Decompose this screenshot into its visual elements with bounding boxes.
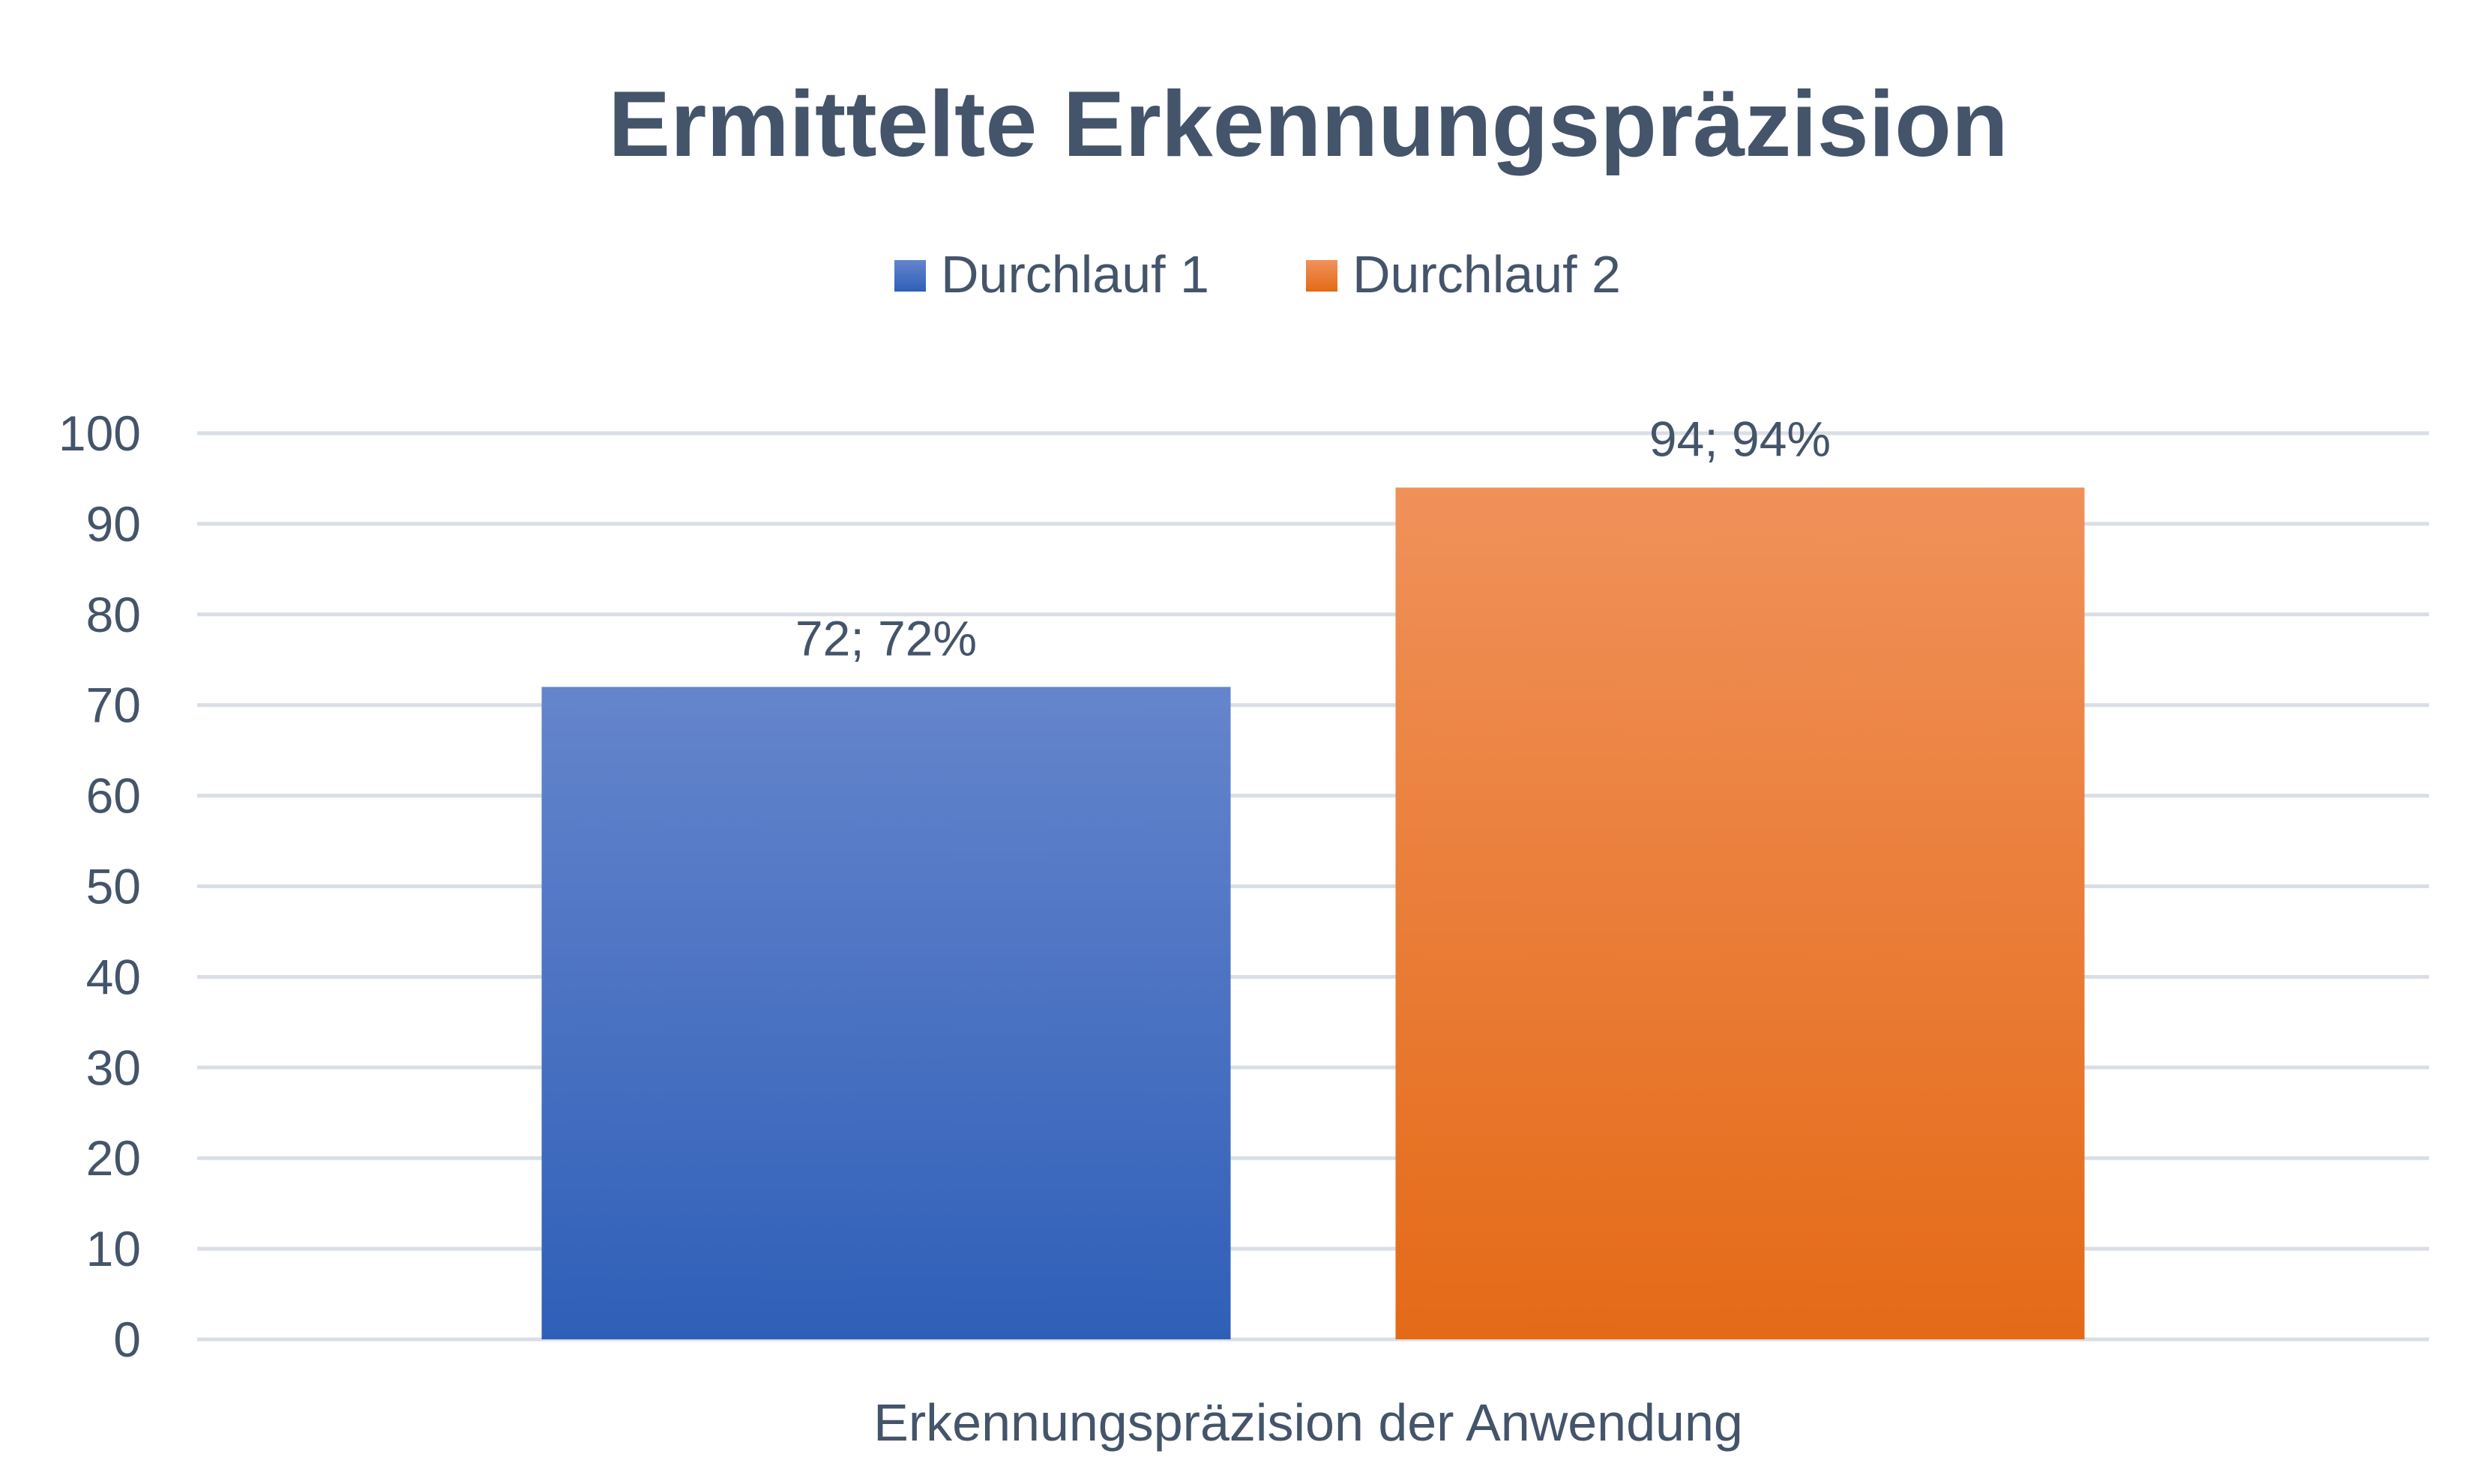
y-axis: 0 10 20 30 40 50 60 70 80 90 100 — [58, 405, 141, 1367]
bar-durchlauf-1[interactable] — [541, 687, 1231, 1339]
data-label-durchlauf-1: 72; 72% — [795, 611, 977, 666]
data-label-durchlauf-2: 94; 94% — [1649, 411, 1831, 467]
legend: Durchlauf 1 Durchlauf 2 — [894, 245, 1621, 304]
y-tick-label-30: 30 — [86, 1040, 141, 1095]
legend-swatch-durchlauf-1 — [894, 260, 926, 292]
legend-label-durchlauf-2: Durchlauf 2 — [1352, 245, 1621, 304]
y-tick-label-80: 80 — [86, 587, 141, 642]
x-axis-label: Erkennungspräzision der Anwendung — [873, 1393, 1743, 1452]
y-tick-label-90: 90 — [86, 496, 141, 552]
bar-durchlauf-2[interactable] — [1395, 487, 2085, 1339]
y-tick-label-0: 0 — [113, 1312, 141, 1367]
legend-item-durchlauf-2[interactable]: Durchlauf 2 — [1306, 245, 1621, 304]
data-labels: 72; 72% 94; 94% — [795, 411, 1831, 666]
y-tick-label-70: 70 — [86, 678, 141, 733]
y-tick-label-10: 10 — [86, 1221, 141, 1276]
y-tick-label-20: 20 — [86, 1130, 141, 1186]
y-tick-label-50: 50 — [86, 859, 141, 914]
legend-label-durchlauf-1: Durchlauf 1 — [941, 245, 1209, 304]
y-tick-label-40: 40 — [86, 949, 141, 1004]
bars — [541, 487, 2085, 1339]
y-tick-label-60: 60 — [86, 768, 141, 824]
gridlines — [197, 431, 2429, 1342]
legend-swatch-durchlauf-2 — [1306, 260, 1337, 292]
legend-item-durchlauf-1[interactable]: Durchlauf 1 — [894, 245, 1209, 304]
chart-title: Ermittelte Erkennungspräzision — [608, 73, 2008, 176]
y-tick-label-100: 100 — [58, 405, 141, 461]
